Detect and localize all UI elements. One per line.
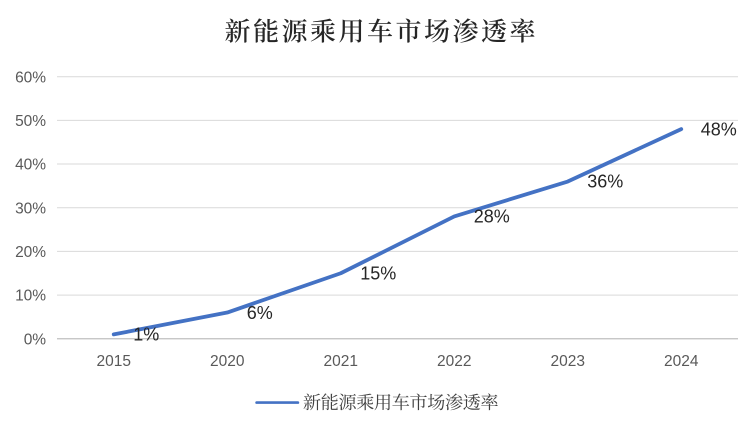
svg-text:6%: 6% bbox=[247, 303, 273, 323]
svg-text:2024: 2024 bbox=[664, 353, 699, 370]
svg-text:2021: 2021 bbox=[324, 353, 358, 370]
svg-text:2020: 2020 bbox=[210, 353, 245, 370]
svg-text:0%: 0% bbox=[24, 331, 47, 348]
svg-text:10%: 10% bbox=[15, 288, 46, 305]
svg-text:28%: 28% bbox=[474, 207, 510, 227]
svg-text:2023: 2023 bbox=[551, 353, 585, 370]
svg-text:60%: 60% bbox=[15, 69, 46, 86]
svg-text:15%: 15% bbox=[360, 263, 396, 283]
svg-text:36%: 36% bbox=[587, 172, 623, 192]
svg-text:2015: 2015 bbox=[97, 353, 131, 370]
svg-text:48%: 48% bbox=[701, 119, 737, 139]
svg-text:40%: 40% bbox=[15, 157, 46, 174]
svg-text:20%: 20% bbox=[15, 244, 46, 261]
svg-text:30%: 30% bbox=[15, 200, 46, 217]
svg-text:2022: 2022 bbox=[437, 353, 471, 370]
svg-text:50%: 50% bbox=[15, 113, 46, 130]
svg-text:1%: 1% bbox=[133, 325, 159, 345]
